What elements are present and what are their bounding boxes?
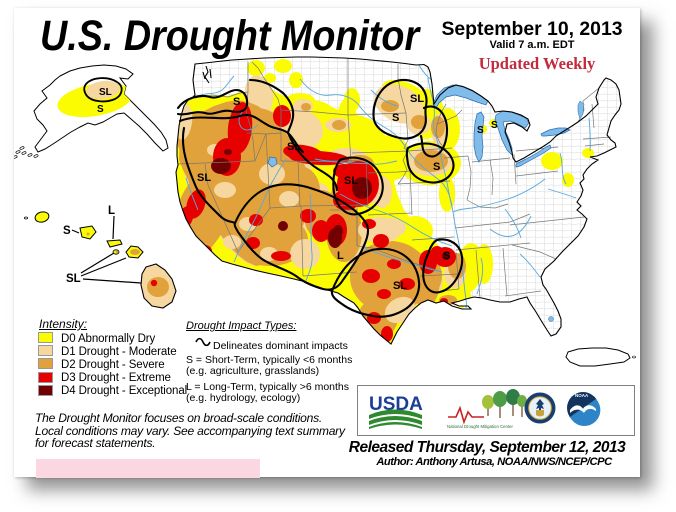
svg-text:S: S — [97, 104, 104, 115]
svg-text:National Drought Mitigation Ce: National Drought Mitigation Center — [447, 424, 513, 429]
svg-text:SL: SL — [287, 141, 301, 153]
svg-text:SL: SL — [197, 172, 211, 184]
svg-text:SL: SL — [344, 175, 358, 187]
svg-text:SL: SL — [410, 93, 424, 105]
svg-text:L: L — [337, 250, 344, 262]
svg-text:SL: SL — [66, 273, 81, 285]
svg-text:S: S — [491, 120, 498, 131]
svg-text:S: S — [433, 161, 440, 173]
svg-text:S: S — [392, 112, 399, 124]
svg-text:S: S — [443, 250, 450, 262]
svg-text:USDA: USDA — [369, 394, 423, 415]
svg-text:S: S — [477, 125, 484, 136]
svg-text:S: S — [63, 225, 71, 237]
svg-text:S: S — [233, 96, 240, 108]
svg-text:NOAA: NOAA — [575, 393, 589, 398]
svg-text:L: L — [108, 205, 115, 217]
svg-text:SL: SL — [99, 87, 112, 98]
svg-text:SL: SL — [393, 280, 407, 292]
